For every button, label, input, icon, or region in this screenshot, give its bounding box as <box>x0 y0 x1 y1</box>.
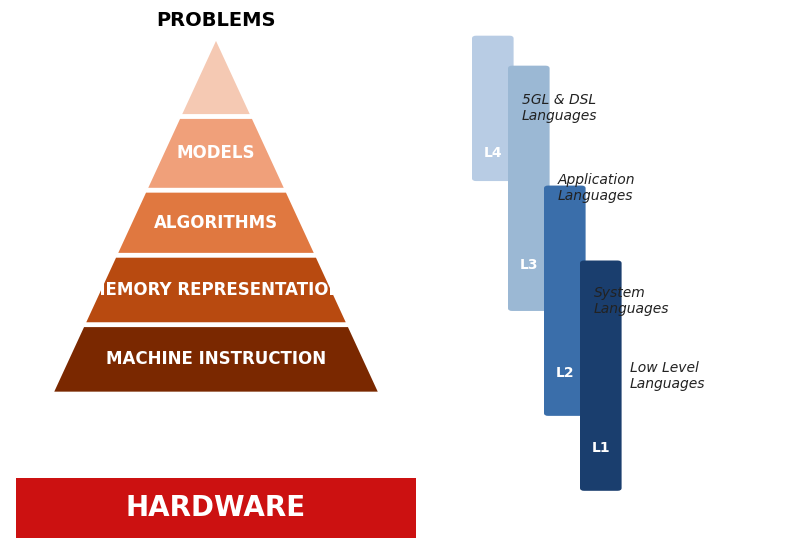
Text: System
Languages: System Languages <box>594 285 669 316</box>
Text: HARDWARE: HARDWARE <box>126 494 306 522</box>
FancyBboxPatch shape <box>508 66 550 311</box>
Text: L3: L3 <box>519 258 538 272</box>
FancyBboxPatch shape <box>580 260 622 491</box>
Text: MODELS: MODELS <box>177 144 255 163</box>
Polygon shape <box>85 257 347 323</box>
Text: 5GL & DSL
Languages: 5GL & DSL Languages <box>522 93 597 124</box>
Text: L4: L4 <box>483 146 502 160</box>
Polygon shape <box>117 192 315 254</box>
Polygon shape <box>181 38 251 115</box>
Polygon shape <box>53 326 379 393</box>
Text: ALGORITHMS: ALGORITHMS <box>154 214 278 232</box>
FancyBboxPatch shape <box>16 478 416 538</box>
FancyBboxPatch shape <box>472 36 514 181</box>
FancyBboxPatch shape <box>544 186 586 416</box>
Text: MEMORY REPRESENTATION: MEMORY REPRESENTATION <box>90 281 342 299</box>
Text: Low Level
Languages: Low Level Languages <box>630 361 705 391</box>
Text: Application
Languages: Application Languages <box>558 173 635 204</box>
Text: MACHINE INSTRUCTION: MACHINE INSTRUCTION <box>106 350 326 368</box>
Polygon shape <box>146 118 286 189</box>
Text: L2: L2 <box>555 366 574 380</box>
Text: L1: L1 <box>591 441 610 455</box>
Text: PROBLEMS: PROBLEMS <box>156 11 276 30</box>
